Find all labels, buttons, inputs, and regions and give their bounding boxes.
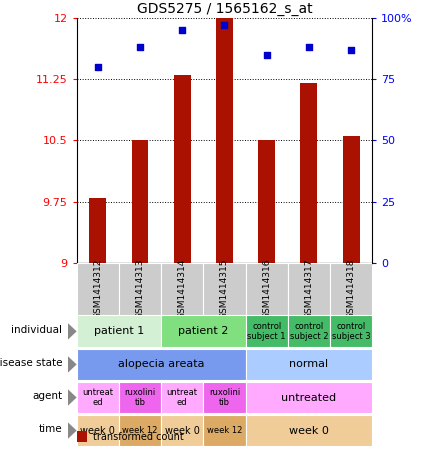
Bar xyxy=(131,140,148,263)
Point xyxy=(221,22,228,29)
Bar xyxy=(203,381,246,414)
Text: GSM1414317: GSM1414317 xyxy=(304,259,314,319)
Bar xyxy=(246,263,288,315)
Text: week 0: week 0 xyxy=(165,425,200,436)
Text: week 0: week 0 xyxy=(80,425,115,436)
Point xyxy=(348,46,355,53)
Text: transformed count: transformed count xyxy=(93,432,184,442)
Bar xyxy=(343,136,360,263)
Bar xyxy=(119,263,161,315)
Bar xyxy=(77,381,119,414)
Text: disease state: disease state xyxy=(0,358,63,368)
Bar xyxy=(246,348,372,381)
Polygon shape xyxy=(68,323,77,340)
Title: GDS5275 / 1565162_s_at: GDS5275 / 1565162_s_at xyxy=(137,2,312,16)
Polygon shape xyxy=(68,422,77,439)
Text: patient 1: patient 1 xyxy=(94,326,144,337)
Text: week 12: week 12 xyxy=(207,426,242,435)
Point xyxy=(179,27,186,34)
Text: individual: individual xyxy=(11,325,63,335)
Bar xyxy=(77,315,161,347)
Bar xyxy=(119,381,161,414)
Text: untreat
ed: untreat ed xyxy=(82,388,113,407)
Text: untreat
ed: untreat ed xyxy=(167,388,198,407)
Bar xyxy=(246,381,372,414)
Bar xyxy=(300,83,318,263)
Bar xyxy=(161,315,246,347)
Text: week 12: week 12 xyxy=(122,426,158,435)
Bar xyxy=(330,263,372,315)
Bar xyxy=(203,263,246,315)
Text: normal: normal xyxy=(290,359,328,370)
Text: GSM1414312: GSM1414312 xyxy=(93,259,102,319)
Text: control
subject 2: control subject 2 xyxy=(290,322,328,341)
Text: GSM1414314: GSM1414314 xyxy=(178,259,187,319)
Text: time: time xyxy=(39,424,63,434)
Bar xyxy=(246,414,372,447)
Text: agent: agent xyxy=(32,391,63,401)
Bar xyxy=(161,263,203,315)
Point xyxy=(94,63,101,71)
Bar xyxy=(119,414,161,447)
Bar xyxy=(216,18,233,263)
Point xyxy=(263,51,270,58)
Text: GSM1414315: GSM1414315 xyxy=(220,259,229,319)
Text: ruxolini
tib: ruxolini tib xyxy=(209,388,240,407)
Polygon shape xyxy=(68,389,77,406)
Bar xyxy=(77,431,87,442)
Text: ruxolini
tib: ruxolini tib xyxy=(124,388,155,407)
Bar xyxy=(89,198,106,263)
Bar xyxy=(288,263,330,315)
Bar xyxy=(174,75,191,263)
Text: alopecia areata: alopecia areata xyxy=(118,359,205,370)
Bar xyxy=(330,315,372,347)
Text: untreated: untreated xyxy=(281,392,336,403)
Bar xyxy=(161,414,203,447)
Bar xyxy=(77,414,119,447)
Bar xyxy=(161,381,203,414)
Polygon shape xyxy=(68,356,77,373)
Bar xyxy=(246,315,288,347)
Text: week 0: week 0 xyxy=(289,425,329,436)
Text: GSM1414318: GSM1414318 xyxy=(347,259,356,319)
Point xyxy=(137,44,144,51)
Bar xyxy=(77,348,246,381)
Text: GSM1414316: GSM1414316 xyxy=(262,259,271,319)
Point xyxy=(305,44,312,51)
Bar xyxy=(258,140,275,263)
Text: patient 2: patient 2 xyxy=(178,326,229,337)
Text: control
subject 3: control subject 3 xyxy=(332,322,371,341)
Text: GSM1414313: GSM1414313 xyxy=(135,259,145,319)
Bar xyxy=(288,315,330,347)
Text: control
subject 1: control subject 1 xyxy=(247,322,286,341)
Bar xyxy=(77,263,119,315)
Bar xyxy=(203,414,246,447)
